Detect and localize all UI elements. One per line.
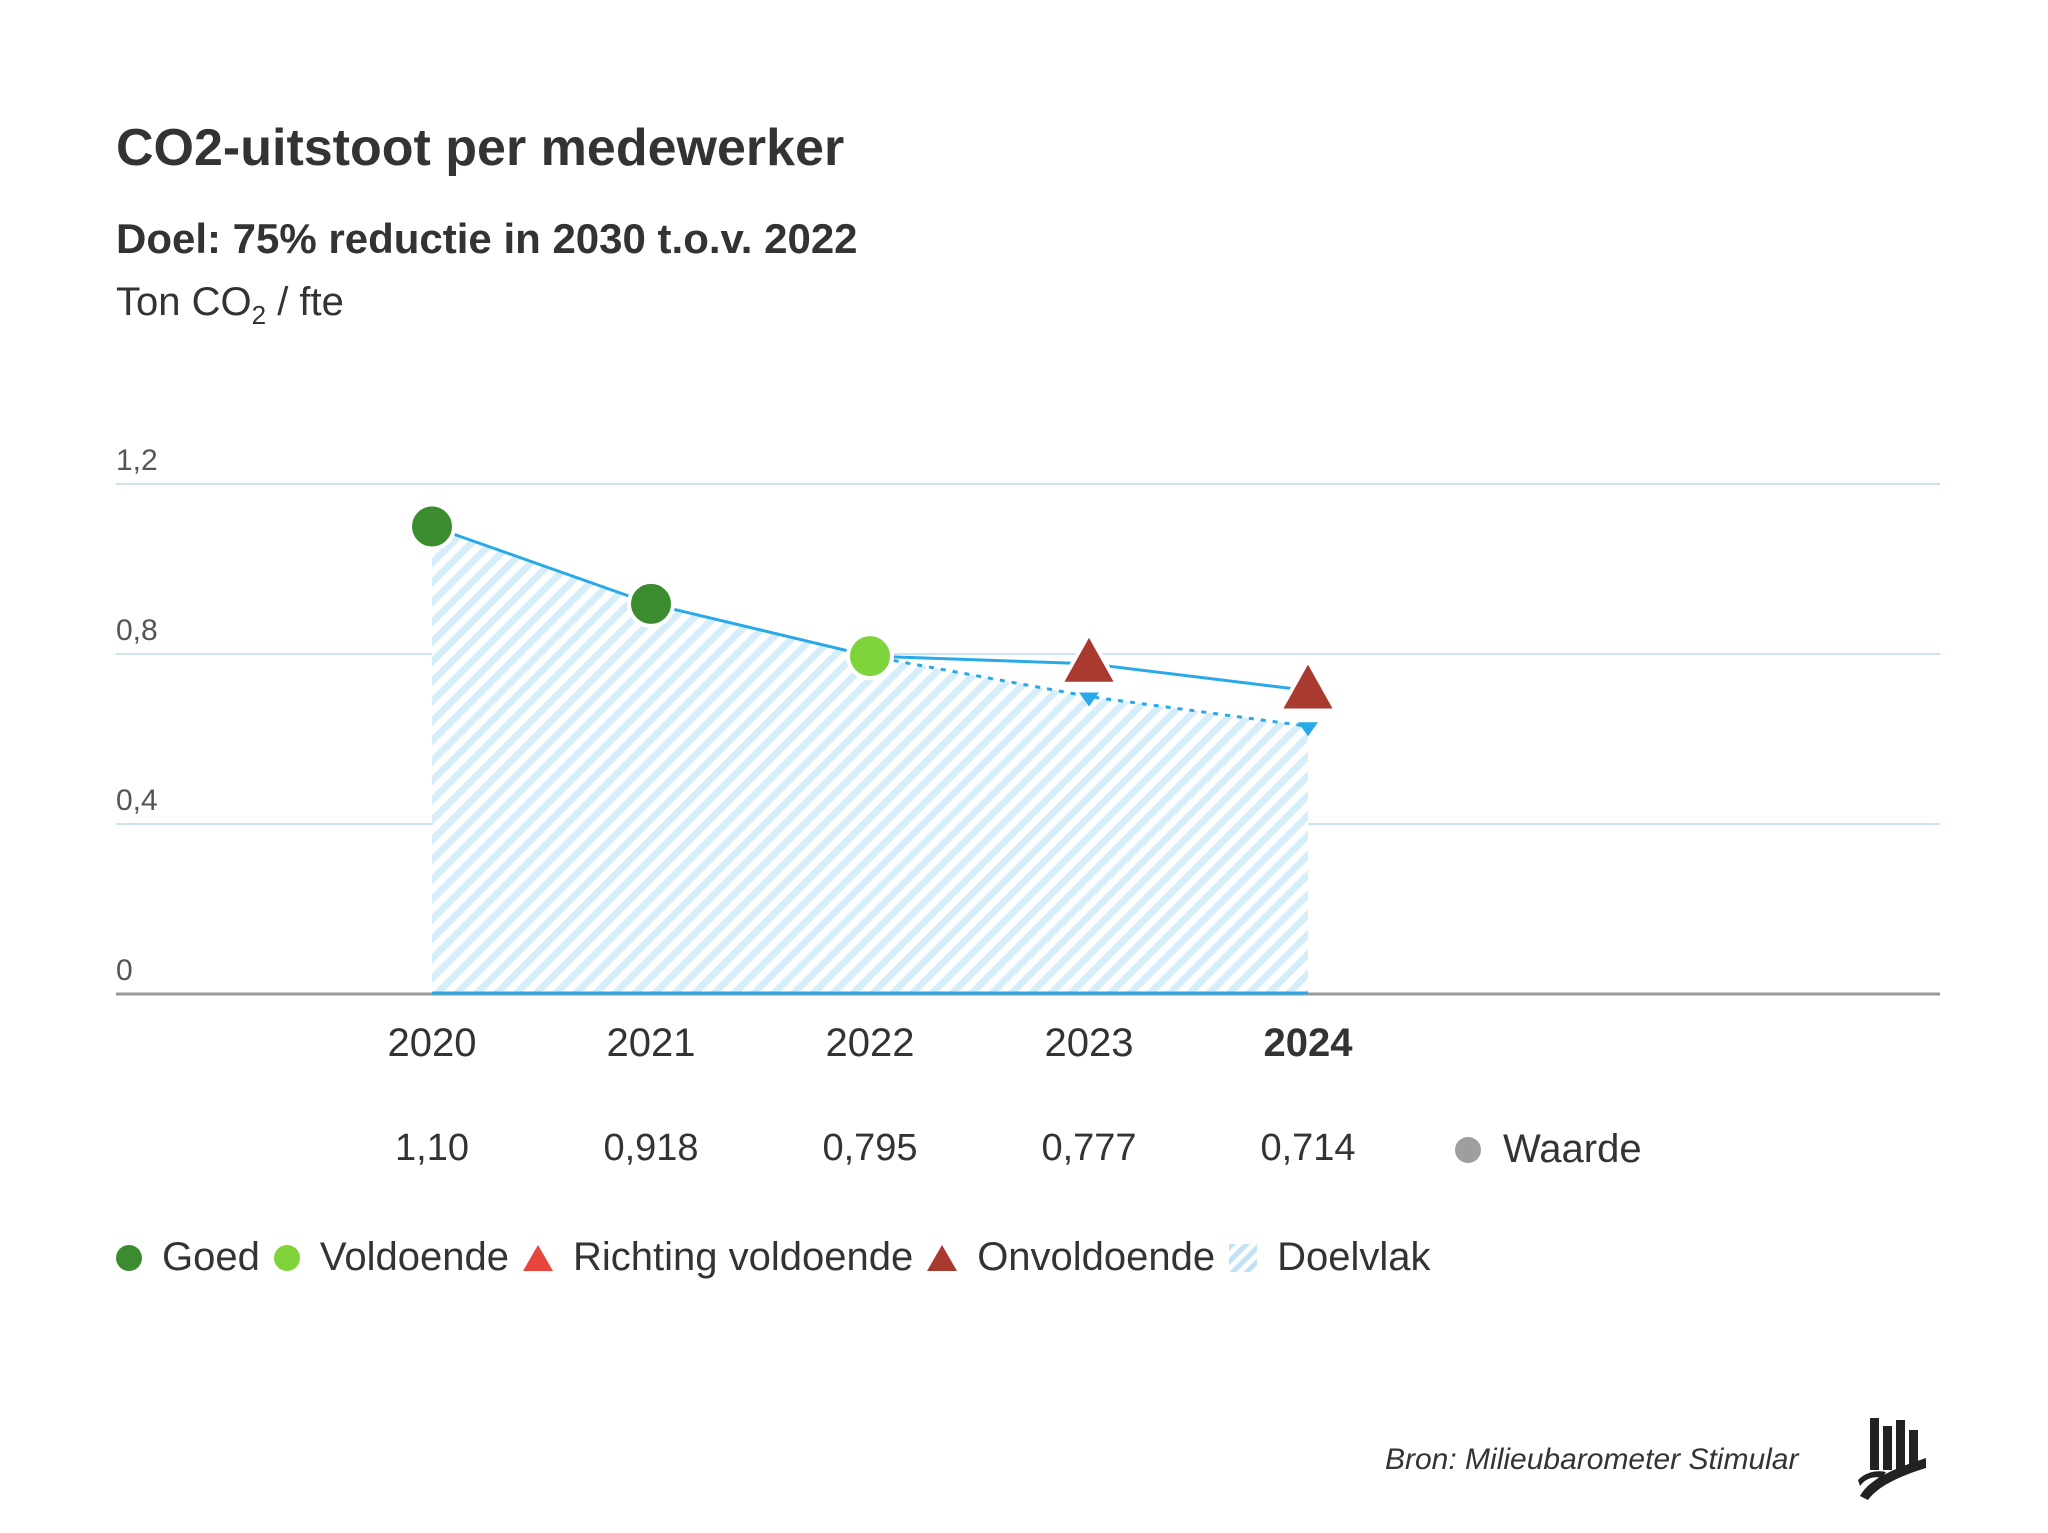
legend-item-voldoende: Voldoende	[273, 1235, 509, 1280]
value-label: 0,714	[1260, 1127, 1355, 1169]
legend-label: Doelvlak	[1277, 1235, 1431, 1279]
value-label: 0,795	[822, 1127, 917, 1169]
source-note: Bron: Milieubarometer Stimular	[1385, 1443, 1799, 1476]
y-tick-label: 0,4	[116, 784, 158, 817]
value-label: 0,777	[1041, 1127, 1136, 1169]
legend-label: Voldoende	[319, 1235, 509, 1279]
legend-label: Goed	[162, 1235, 260, 1279]
value-legend-dot-icon	[1455, 1136, 1481, 1163]
y-tick-label: 1,2	[116, 444, 158, 477]
target-line	[869, 654, 1309, 728]
red-triangle-icon	[522, 1244, 553, 1271]
green-circle-icon	[116, 1244, 142, 1271]
legend-item-onvoldoende: Onvoldoende	[927, 1235, 1215, 1280]
x-tick-label: 2023	[1045, 1021, 1134, 1065]
legend-label: Onvoldoende	[977, 1235, 1216, 1279]
legend-item-goed: Goed	[116, 1235, 260, 1280]
legend-item-richting-voldoende: Richting voldoende	[522, 1235, 914, 1280]
y-tick-label: 0	[116, 954, 133, 987]
stimular-logo-icon	[1858, 1418, 1926, 1500]
value-legend: Waarde	[1455, 1127, 1642, 1172]
chart-subtitle: Doel: 75% reductie in 2030 t.o.v. 2022	[116, 215, 858, 262]
hatch-swatch-icon	[1229, 1243, 1258, 1272]
line-chart: 0 0,4 0,8 1,2 2020 1,10 2021 0,918 2022 0,795 2023…	[116, 444, 1940, 1169]
legend-label: Richting voldoende	[572, 1235, 914, 1279]
value-label: 0,918	[603, 1127, 698, 1169]
chart-title: CO2-uitstoot per medewerker	[116, 119, 845, 177]
legend: Goed Voldoende Richting voldoende Onvold…	[116, 1235, 1445, 1280]
data-point-circle	[627, 579, 675, 628]
unit-prefix: Ton CO	[116, 280, 252, 324]
data-point-circle	[846, 632, 894, 681]
data-point-circle	[408, 502, 456, 551]
x-tick-label: 2024	[1264, 1021, 1354, 1065]
legend-item-doelvlak: Doelvlak	[1229, 1235, 1431, 1280]
value-legend-label: Waarde	[1503, 1127, 1642, 1171]
x-tick-label: 2021	[607, 1021, 696, 1065]
y-tick-label: 0,8	[116, 614, 158, 647]
x-tick-label: 2022	[826, 1021, 915, 1065]
target-marker	[1298, 722, 1318, 737]
target-marker	[1079, 692, 1099, 707]
target-area	[432, 526, 1308, 994]
data-point-triangle	[1059, 631, 1119, 686]
data-point-triangle	[1278, 658, 1338, 713]
value-label: 1,10	[395, 1127, 469, 1169]
unit-label: Ton CO2 / fte	[116, 280, 344, 331]
unit-subscript: 2	[251, 300, 267, 330]
unit-suffix: / fte	[266, 280, 344, 324]
x-tick-label: 2020	[388, 1021, 477, 1065]
dark-red-triangle-icon	[927, 1244, 958, 1271]
light-green-circle-icon	[273, 1244, 300, 1271]
